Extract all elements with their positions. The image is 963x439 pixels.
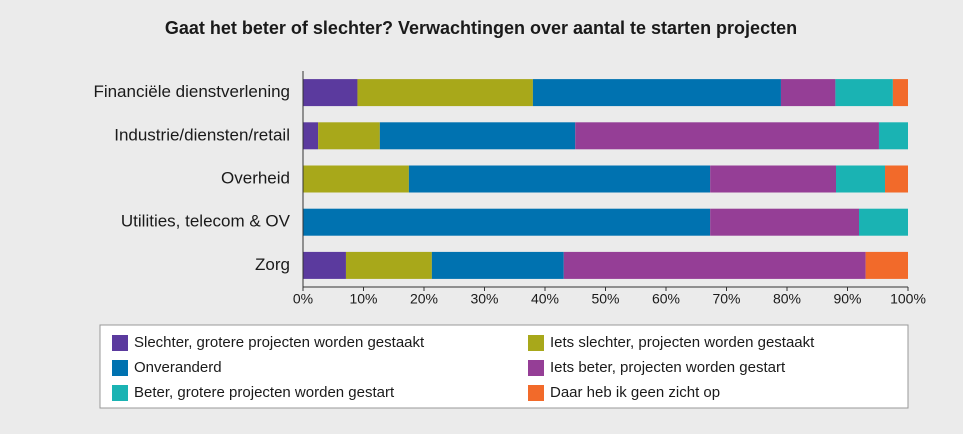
legend-box	[99, 324, 909, 409]
legend-swatch	[112, 385, 128, 401]
bar-segment	[835, 79, 893, 107]
chart-title: Gaat het beter of slechter? Verwachtinge…	[165, 18, 797, 38]
legend-swatch	[528, 360, 544, 376]
legend-label: Iets slechter, projecten worden gestaakt	[550, 334, 815, 351]
bar-segment	[303, 165, 409, 193]
bar-segment	[532, 79, 781, 107]
x-tick-label: 80%	[773, 291, 801, 307]
x-tick-label: 100%	[890, 291, 926, 307]
x-tick-label: 0%	[293, 291, 313, 307]
legend-label: Onveranderd	[134, 359, 222, 376]
bar-segment	[431, 251, 564, 279]
legend-swatch	[112, 360, 128, 376]
x-tick-label: 20%	[410, 291, 438, 307]
bar-segment	[303, 208, 711, 236]
legend-swatch	[112, 335, 128, 351]
x-tick-label: 50%	[591, 291, 619, 307]
legend-swatch	[528, 335, 544, 351]
category-label: Utilities, telecom & OV	[121, 212, 291, 231]
bar-segment	[710, 165, 837, 193]
bar-segment	[892, 79, 908, 107]
bar-segment	[878, 122, 908, 150]
legend-label: Daar heb ik geen zicht op	[550, 384, 720, 401]
legend-label: Beter, grotere projecten worden gestart	[134, 384, 395, 401]
legend-label: Iets beter, projecten worden gestart	[550, 359, 786, 376]
legend-swatch	[528, 385, 544, 401]
bar-segment	[345, 251, 432, 279]
bar-segment	[357, 79, 533, 107]
bar-segment	[780, 79, 836, 107]
x-tick-label: 90%	[833, 291, 861, 307]
bar-segment	[885, 165, 908, 193]
bar-segment	[379, 122, 576, 150]
category-label: Financiële dienstverlening	[93, 82, 290, 101]
legend-label: Slechter, grotere projecten worden gesta…	[134, 334, 425, 351]
bar-segment	[303, 251, 346, 279]
bar-segment	[303, 79, 358, 107]
bar-segment	[575, 122, 879, 150]
bar-segment	[865, 251, 908, 279]
bar-segment	[318, 122, 380, 150]
bar-segment	[563, 251, 866, 279]
x-tick-label: 60%	[652, 291, 680, 307]
category-label: Overheid	[221, 168, 290, 187]
bar-segment	[858, 208, 908, 236]
category-label: Zorg	[255, 255, 290, 274]
bar-segment	[303, 122, 319, 150]
bar-segment	[408, 165, 711, 193]
bar-segment	[710, 208, 859, 236]
bar-segment	[836, 165, 886, 193]
x-tick-label: 30%	[470, 291, 498, 307]
x-tick-label: 70%	[712, 291, 740, 307]
x-tick-label: 40%	[531, 291, 559, 307]
x-tick-label: 10%	[349, 291, 377, 307]
category-label: Industrie/diensten/retail	[114, 125, 290, 144]
